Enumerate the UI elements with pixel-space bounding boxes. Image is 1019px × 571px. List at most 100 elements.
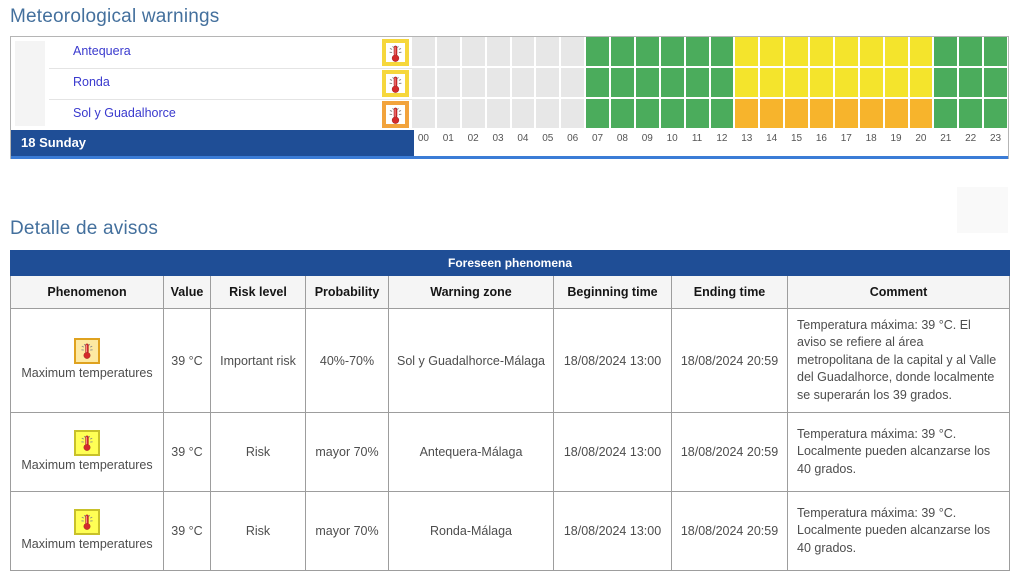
hour-cell-yellow bbox=[810, 37, 833, 66]
zone-link-ronda[interactable]: Ronda bbox=[73, 75, 110, 89]
hour-label: 23 bbox=[990, 133, 1002, 144]
col-header-ending-time: Ending time bbox=[671, 275, 788, 309]
hour-label: 01 bbox=[442, 133, 454, 144]
hour-cell-yellow bbox=[834, 68, 858, 97]
col-header-risk-level: Risk level bbox=[210, 275, 306, 309]
hour-cell-none bbox=[436, 37, 460, 66]
ending-time-cell: 18/08/2024 20:59 bbox=[671, 412, 788, 492]
phenomenon-cell: Maximum temperatures bbox=[10, 308, 164, 413]
thermometer-icon bbox=[382, 39, 409, 66]
hour-cell-none bbox=[511, 68, 535, 97]
hour-label: 11 bbox=[691, 133, 703, 144]
comment-cell: Temperatura máxima: 39 °C. Localmente pu… bbox=[786, 491, 1011, 571]
hour-cell-orange bbox=[834, 99, 858, 128]
hour-cell-none bbox=[536, 37, 560, 66]
risk-level-cell: Important risk bbox=[210, 308, 306, 413]
risk-level-cell: Risk bbox=[210, 491, 306, 571]
hour-cell-none bbox=[412, 37, 435, 66]
probability-cell: mayor 70% bbox=[305, 412, 389, 492]
hour-cell-orange bbox=[909, 99, 933, 128]
hour-cell-yellow bbox=[909, 68, 933, 97]
hour-label: 05 bbox=[542, 133, 554, 144]
hour-label: 15 bbox=[791, 133, 803, 144]
hour-cell-green bbox=[710, 68, 734, 97]
thermometer-icon bbox=[382, 70, 409, 97]
col-header-comment: Comment bbox=[786, 275, 1011, 309]
value-cell: 39 °C bbox=[163, 491, 211, 571]
hour-label: 09 bbox=[641, 133, 653, 144]
hour-cell-green bbox=[984, 68, 1007, 97]
hour-label: 17 bbox=[840, 133, 852, 144]
hour-label: 10 bbox=[666, 133, 678, 144]
thermometer-icon bbox=[74, 508, 100, 535]
hour-cell-none bbox=[511, 99, 535, 128]
hour-cell-green bbox=[934, 99, 958, 128]
phenomenon-label: Maximum temperatures bbox=[21, 457, 153, 472]
col-header-beginning-time: Beginning time bbox=[553, 275, 672, 309]
row-divider bbox=[49, 68, 413, 69]
hour-label: 06 bbox=[567, 133, 579, 144]
hour-cell-none bbox=[486, 99, 510, 128]
hour-cell-yellow bbox=[859, 37, 883, 66]
hour-cell-none bbox=[461, 68, 485, 97]
hour-label: 07 bbox=[592, 133, 604, 144]
hour-label: 08 bbox=[616, 133, 628, 144]
warnings-timeline: Antequera Ronda Sol y Guadalhorce 18 Sun… bbox=[10, 36, 1009, 159]
province-strip bbox=[15, 41, 45, 126]
warning-detail-table: Foreseen phenomena Phenomenon Value Risk… bbox=[9, 250, 1011, 571]
hour-cell-green bbox=[685, 68, 709, 97]
hour-cell-green bbox=[660, 68, 684, 97]
ending-time-cell: 18/08/2024 20:59 bbox=[671, 308, 788, 413]
table-row: Maximum temperatures 39 °C Risk mayor 70… bbox=[10, 412, 1011, 492]
timeline-footer: 18 Sunday 00 01 02 03 04 05 06 07 08 09 10 11 12 13 14… bbox=[11, 130, 1008, 156]
hour-label: 16 bbox=[815, 133, 827, 144]
hour-cell-none bbox=[436, 68, 460, 97]
hour-label: 02 bbox=[467, 133, 479, 144]
hour-label: 00 bbox=[417, 133, 429, 144]
hour-label: 13 bbox=[741, 133, 753, 144]
probability-cell: mayor 70% bbox=[305, 491, 389, 571]
hour-cell-yellow bbox=[884, 68, 908, 97]
beginning-time-cell: 18/08/2024 13:00 bbox=[553, 412, 672, 492]
hour-cell-none bbox=[561, 68, 585, 97]
hour-cells-row bbox=[412, 68, 1007, 97]
hour-cell-green bbox=[586, 68, 609, 97]
zone-link-sol-y-guadalhorce[interactable]: Sol y Guadalhorce bbox=[73, 106, 176, 120]
hour-cell-none bbox=[536, 99, 560, 128]
table-row: Maximum temperatures 39 °C Risk mayor 70… bbox=[10, 491, 1011, 571]
hour-cell-none bbox=[412, 68, 435, 97]
hour-cell-green bbox=[984, 37, 1007, 66]
thermometer-icon bbox=[74, 429, 100, 456]
value-cell: 39 °C bbox=[163, 308, 211, 413]
hour-cell-yellow bbox=[735, 68, 759, 97]
value-cell: 39 °C bbox=[163, 412, 211, 492]
thermometer-icon bbox=[382, 101, 409, 128]
hour-cell-none bbox=[561, 99, 585, 128]
beginning-time-cell: 18/08/2024 13:00 bbox=[553, 308, 672, 413]
hour-cell-orange bbox=[859, 99, 883, 128]
hour-cell-green bbox=[685, 99, 709, 128]
ending-time-cell: 18/08/2024 20:59 bbox=[671, 491, 788, 571]
zone-link-antequera[interactable]: Antequera bbox=[73, 44, 131, 58]
hour-cell-green bbox=[959, 37, 983, 66]
phenomenon-cell: Maximum temperatures bbox=[10, 491, 164, 571]
hour-cell-none bbox=[461, 37, 485, 66]
hour-label: 19 bbox=[890, 133, 902, 144]
row-divider bbox=[49, 99, 413, 100]
hour-cell-orange bbox=[785, 99, 808, 128]
phenomenon-cell: Maximum temperatures bbox=[10, 412, 164, 492]
warning-zone-cell: Sol y Guadalhorce-Málaga bbox=[388, 308, 554, 413]
table-row: Maximum temperatures 39 °C Important ris… bbox=[10, 308, 1011, 413]
hour-cell-none bbox=[461, 99, 485, 128]
hour-label: 22 bbox=[965, 133, 977, 144]
hour-cell-orange bbox=[810, 99, 833, 128]
risk-level-cell: Risk bbox=[210, 412, 306, 492]
hour-cell-yellow bbox=[810, 68, 833, 97]
comment-cell: Temperatura máxima: 39 °C. Localmente pu… bbox=[786, 412, 1011, 492]
hour-cell-yellow bbox=[834, 37, 858, 66]
hour-cell-none bbox=[486, 37, 510, 66]
hour-cell-green bbox=[984, 99, 1007, 128]
hour-cell-yellow bbox=[785, 37, 808, 66]
hour-cell-yellow bbox=[785, 68, 808, 97]
phenomenon-label: Maximum temperatures bbox=[21, 536, 153, 551]
